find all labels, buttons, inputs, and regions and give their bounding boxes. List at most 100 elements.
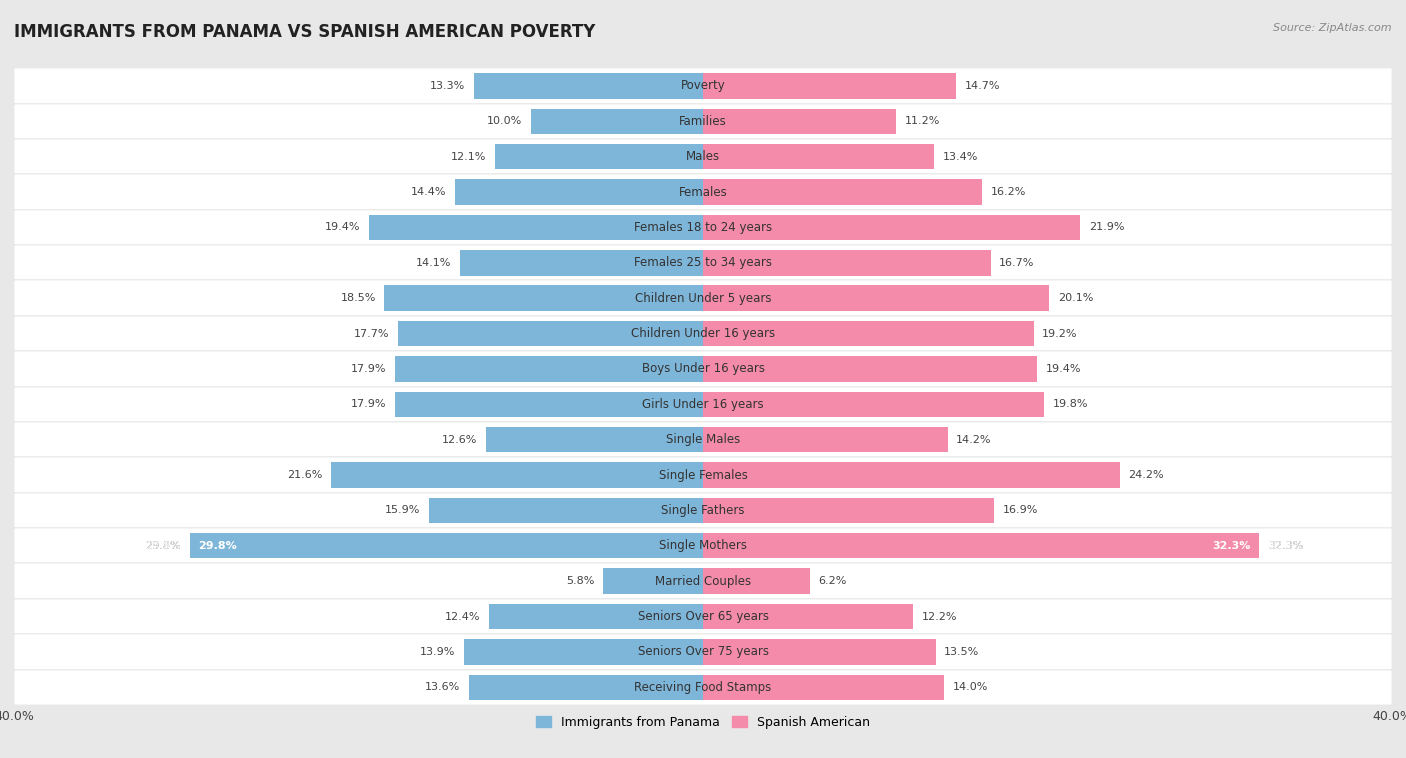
Text: 21.9%: 21.9% [1088,222,1125,233]
Bar [14,68,1392,104]
Bar [190,533,703,559]
Bar [703,427,948,453]
Text: 12.4%: 12.4% [446,612,481,622]
Bar [603,568,703,594]
Bar [395,356,703,381]
Bar [14,280,1392,316]
Bar [703,533,1260,559]
Bar [703,604,912,629]
Bar [703,144,934,169]
Text: 5.8%: 5.8% [567,576,595,586]
Bar [703,108,896,134]
Bar [464,639,703,665]
Text: Poverty: Poverty [681,80,725,92]
Text: 13.6%: 13.6% [425,682,460,692]
Bar [14,669,1392,705]
Bar [456,180,703,205]
Bar [14,493,1392,528]
Bar [486,427,703,453]
Bar [703,215,1080,240]
Text: 14.0%: 14.0% [953,682,988,692]
Text: Seniors Over 75 years: Seniors Over 75 years [637,645,769,659]
Bar [703,675,945,700]
Text: 14.4%: 14.4% [411,187,446,197]
Text: 16.7%: 16.7% [1000,258,1035,268]
Text: IMMIGRANTS FROM PANAMA VS SPANISH AMERICAN POVERTY: IMMIGRANTS FROM PANAMA VS SPANISH AMERIC… [14,23,595,41]
Bar [14,528,1392,563]
Bar [703,639,935,665]
Text: 17.7%: 17.7% [354,328,389,339]
Text: Single Fathers: Single Fathers [661,504,745,517]
Bar [495,144,703,169]
Text: Females: Females [679,186,727,199]
Bar [489,604,703,629]
Text: 14.7%: 14.7% [965,81,1000,91]
Text: 32.3%: 32.3% [1212,540,1251,551]
Bar [703,498,994,523]
Bar [468,675,703,700]
Bar [703,392,1045,417]
Text: Single Females: Single Females [658,468,748,481]
Text: Children Under 5 years: Children Under 5 years [634,292,772,305]
Text: 14.1%: 14.1% [416,258,451,268]
Text: 24.2%: 24.2% [1129,470,1164,480]
Text: 6.2%: 6.2% [818,576,846,586]
Text: Families: Families [679,114,727,128]
Text: 17.9%: 17.9% [350,364,387,374]
Text: 13.3%: 13.3% [430,81,465,91]
Bar [703,568,810,594]
Text: 12.1%: 12.1% [450,152,486,161]
Bar [398,321,703,346]
Bar [14,104,1392,139]
Bar [14,174,1392,210]
Bar [703,462,1119,487]
Text: Females 25 to 34 years: Females 25 to 34 years [634,256,772,269]
Text: 13.4%: 13.4% [942,152,977,161]
Bar [14,210,1392,245]
Bar [703,321,1033,346]
Text: 16.9%: 16.9% [1002,506,1038,515]
Text: 29.8%: 29.8% [145,540,181,551]
Bar [14,387,1392,422]
Text: Boys Under 16 years: Boys Under 16 years [641,362,765,375]
Text: 12.6%: 12.6% [441,434,478,445]
Text: 12.2%: 12.2% [922,612,957,622]
Text: 19.4%: 19.4% [325,222,360,233]
Text: 13.9%: 13.9% [419,647,456,657]
Legend: Immigrants from Panama, Spanish American: Immigrants from Panama, Spanish American [531,711,875,734]
Bar [429,498,703,523]
Text: Children Under 16 years: Children Under 16 years [631,327,775,340]
Text: Females 18 to 24 years: Females 18 to 24 years [634,221,772,234]
Text: Source: ZipAtlas.com: Source: ZipAtlas.com [1274,23,1392,33]
Bar [703,356,1038,381]
Text: 29.8%: 29.8% [198,540,238,551]
Text: Males: Males [686,150,720,163]
Bar [703,180,981,205]
Text: 19.8%: 19.8% [1053,399,1088,409]
Bar [703,286,1049,311]
Bar [703,250,991,275]
Text: 20.1%: 20.1% [1057,293,1094,303]
Text: 16.2%: 16.2% [991,187,1026,197]
Bar [14,245,1392,280]
Bar [14,563,1392,599]
Bar [384,286,703,311]
Text: 32.3%: 32.3% [1268,540,1303,551]
Bar [460,250,703,275]
Text: Single Mothers: Single Mothers [659,539,747,553]
Bar [14,599,1392,634]
Text: 17.9%: 17.9% [350,399,387,409]
Bar [531,108,703,134]
Bar [395,392,703,417]
Text: 15.9%: 15.9% [385,506,420,515]
Text: 10.0%: 10.0% [486,116,522,127]
Bar [14,422,1392,457]
Text: 19.4%: 19.4% [1046,364,1081,374]
Text: 18.5%: 18.5% [340,293,375,303]
Bar [703,74,956,99]
Text: 13.5%: 13.5% [945,647,980,657]
Bar [14,457,1392,493]
Text: Girls Under 16 years: Girls Under 16 years [643,398,763,411]
Text: 11.2%: 11.2% [904,116,939,127]
Bar [14,316,1392,351]
